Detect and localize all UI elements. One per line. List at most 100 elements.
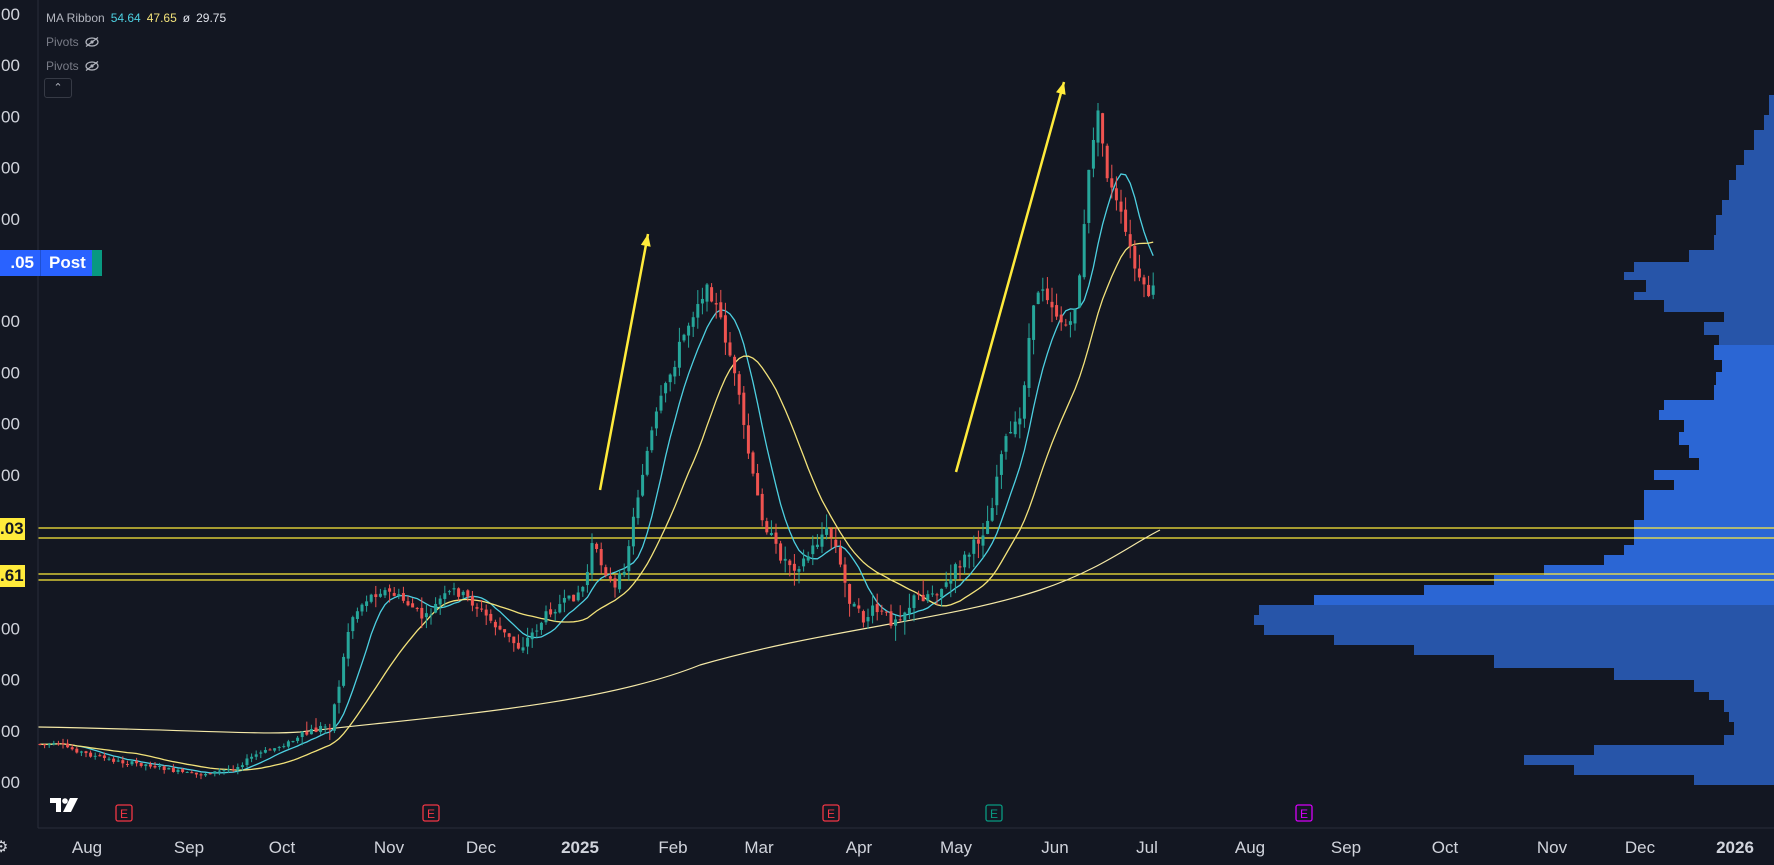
candle-body xyxy=(884,611,888,613)
tradingview-logo-icon[interactable] xyxy=(50,796,80,814)
candle-body xyxy=(461,591,465,596)
volume-profile-bar xyxy=(1544,565,1774,575)
candle-body xyxy=(1133,245,1137,269)
candle-body xyxy=(590,543,594,574)
candle-body xyxy=(815,544,819,547)
post-indicator-chip xyxy=(91,250,102,276)
candle-body xyxy=(972,539,976,554)
ma-ribbon-legend[interactable]: MA Ribbon 54.64 47.65 ø 29.75 xyxy=(46,6,226,30)
candle-body xyxy=(1105,145,1109,179)
candle-body xyxy=(999,454,1003,475)
volume-profile-bar xyxy=(1722,360,1774,372)
candle-body xyxy=(585,571,589,586)
candle-body xyxy=(995,476,999,506)
candle-body xyxy=(668,374,672,383)
candle-body xyxy=(595,543,599,549)
volume-profile-bar xyxy=(1714,345,1774,360)
earnings-marker-label: E xyxy=(120,807,128,821)
candle-body xyxy=(484,609,488,616)
candle-body xyxy=(52,743,56,745)
pivots-legend-2[interactable]: Pivots xyxy=(46,54,226,78)
candle-body xyxy=(1018,418,1022,425)
candle-body xyxy=(401,593,405,601)
candle-body xyxy=(1128,234,1132,247)
candle-body xyxy=(171,767,175,773)
candle-body xyxy=(714,303,718,305)
volume-profile-bar xyxy=(1736,165,1774,180)
trend-arrow-line xyxy=(954,81,1066,473)
candle-body xyxy=(654,411,658,429)
candle-body xyxy=(1032,305,1036,340)
hidden-eye-icon[interactable] xyxy=(85,61,99,71)
volume-profile-bar xyxy=(1604,555,1774,565)
candle-body xyxy=(309,729,313,735)
time-axis[interactable]: Aug Sep Oct Nov Dec 2025 Feb Mar Apr May Jun Jul Aug… xyxy=(38,827,1774,857)
indicator-legend: MA Ribbon 54.64 47.65 ø 29.75 Pivots Piv… xyxy=(46,6,226,78)
earnings-marker-icon xyxy=(822,804,840,822)
volume-profile-bar xyxy=(1709,692,1774,700)
candle-body xyxy=(1147,284,1151,297)
candle-body xyxy=(144,764,148,767)
candle-body xyxy=(369,594,373,602)
ma-slow-line xyxy=(37,529,1161,734)
volume-profile-bar xyxy=(1684,420,1774,432)
volume-profile-bar xyxy=(1674,480,1774,490)
candle-body xyxy=(286,741,290,747)
volume-profile-bar xyxy=(1646,280,1774,292)
volume-profile-bar xyxy=(1716,215,1774,235)
price-axis-label: 00 xyxy=(1,56,20,75)
candle-body xyxy=(733,356,737,374)
candle-body xyxy=(93,755,97,757)
level-price-tag-lower: .61 xyxy=(0,565,25,587)
candle-body xyxy=(774,532,778,544)
candle-body xyxy=(342,656,346,686)
candle-body xyxy=(622,571,626,575)
candle-body xyxy=(880,610,884,612)
price-axis-label: 00 xyxy=(1,107,20,126)
candle-body xyxy=(190,772,194,774)
volume-profile-bar xyxy=(1719,335,1774,345)
candle-body xyxy=(558,604,562,613)
candle-body xyxy=(351,617,355,632)
candle-body xyxy=(1036,292,1040,305)
price-axis-label: 00 xyxy=(1,466,20,485)
volume-profile-bar xyxy=(1754,130,1774,150)
candle-body xyxy=(1022,385,1026,419)
candle-body xyxy=(682,334,686,341)
candle-body xyxy=(539,622,543,630)
candle-body xyxy=(1142,277,1146,285)
horizontal-levels[interactable] xyxy=(38,527,1774,581)
candle-body xyxy=(645,450,649,475)
candle-body xyxy=(930,593,934,595)
candle-body xyxy=(848,584,852,604)
hidden-eye-icon[interactable] xyxy=(85,37,99,47)
volume-profile-bar xyxy=(1689,250,1774,262)
candle-body xyxy=(760,493,764,521)
volume-profile-bar xyxy=(1264,625,1774,635)
volume-profile-bar xyxy=(1769,95,1774,115)
pivots-legend-1[interactable]: Pivots xyxy=(46,30,226,54)
candle-body xyxy=(365,601,369,606)
time-axis-label: Oct xyxy=(1432,838,1459,857)
candle-body xyxy=(659,395,663,411)
candle-body xyxy=(1050,301,1054,308)
time-axis-label: Apr xyxy=(846,838,873,857)
candle-body xyxy=(792,563,796,571)
candle-body xyxy=(489,613,493,621)
price-axis-label: 00 xyxy=(1,312,20,331)
trend-arrows[interactable] xyxy=(598,81,1066,491)
candle-body xyxy=(967,554,971,557)
candle-body xyxy=(567,595,571,599)
volume-profile-bar xyxy=(1659,410,1774,420)
candle-body xyxy=(572,594,576,602)
candle-body xyxy=(415,607,419,609)
collapse-legend-button[interactable]: ⌃ xyxy=(44,78,72,98)
volume-profile-bar xyxy=(1679,432,1774,445)
price-axis[interactable]: 00000000000000000000000000000000⚙ xyxy=(0,0,39,856)
time-axis-label: Mar xyxy=(744,838,774,857)
volume-profile-bar xyxy=(1664,300,1774,312)
candle-body xyxy=(1124,209,1128,232)
candle-body xyxy=(912,595,916,608)
